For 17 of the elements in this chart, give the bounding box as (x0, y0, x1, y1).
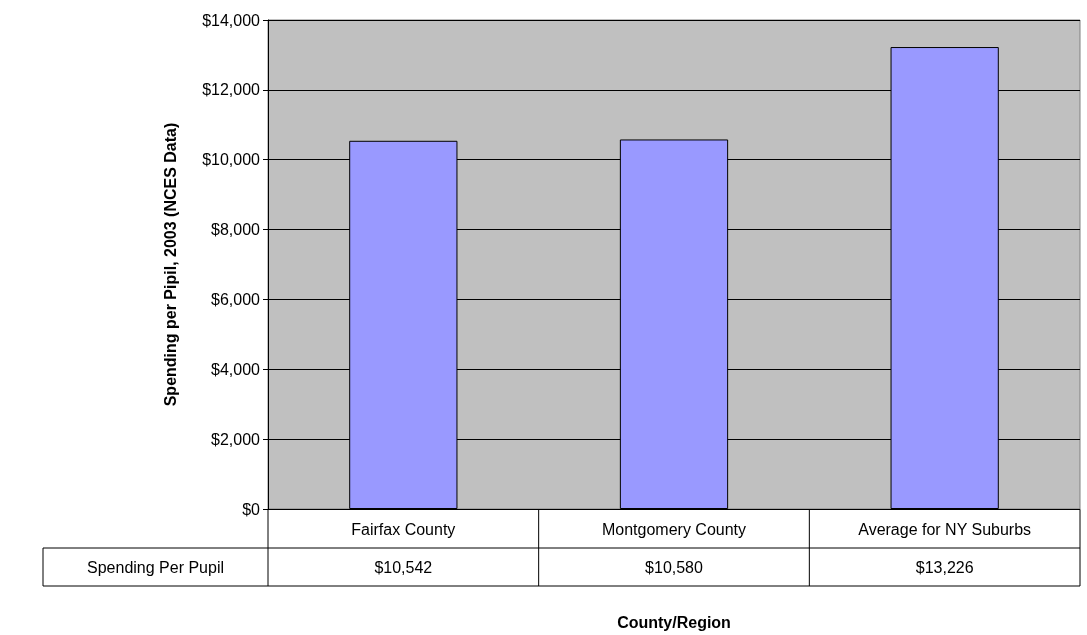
x-tick-label: Montgomery County (601, 520, 747, 538)
y-tick-label: $0 (242, 500, 261, 518)
x-tick-label: Average for NY Suburbs (858, 520, 1032, 538)
data-label: $10,580 (645, 558, 704, 576)
y-tick-label: $4,000 (211, 360, 261, 378)
y-tick-label: $8,000 (211, 221, 261, 239)
y-tick-label: $14,000 (202, 11, 261, 29)
y-axis-title: Spending per Pipil, 2003 (NCES Data) (161, 122, 179, 407)
data-label: $10,542 (374, 558, 433, 576)
y-tick-label: $10,000 (202, 151, 261, 169)
data-label: $13,226 (915, 558, 974, 576)
text: Spending Per Pupil (87, 558, 224, 576)
y-tick-label: $12,000 (202, 81, 261, 99)
x-axis-title: County/Region (617, 613, 731, 631)
y-tick-label: $2,000 (211, 430, 261, 448)
x-tick-label: Fairfax County (351, 520, 456, 538)
y-tick-label: $6,000 (211, 290, 261, 308)
